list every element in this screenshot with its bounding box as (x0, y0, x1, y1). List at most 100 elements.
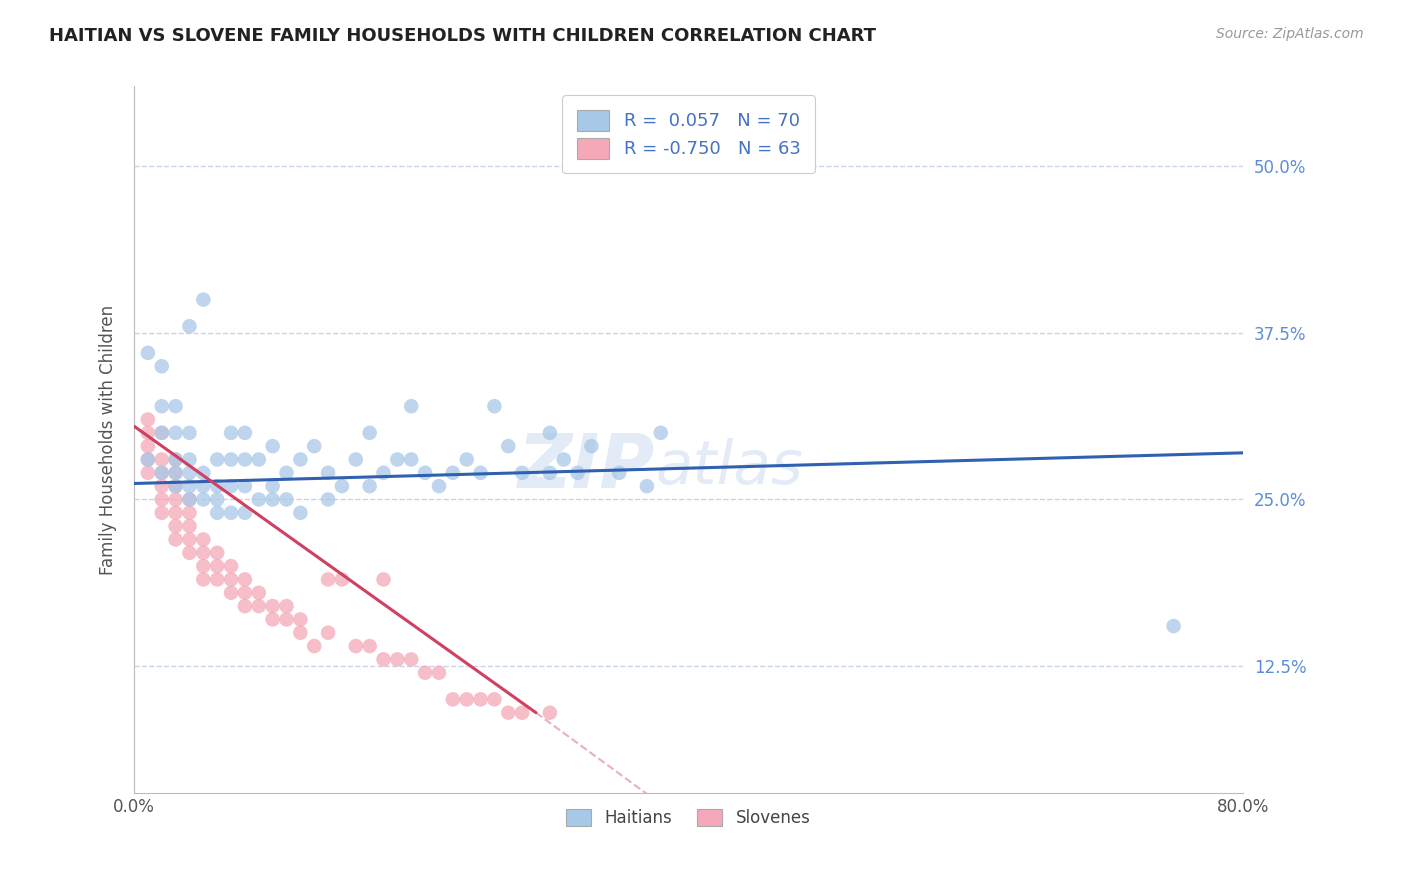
Point (262, 612, 284, 626)
Point (233, 573, 256, 587)
Point (387, 452, 409, 467)
Point (193, 293, 215, 307)
Point (165, 466, 187, 480)
Point (179, 425, 201, 440)
Point (441, 692, 464, 706)
Point (233, 506, 256, 520)
Point (650, 425, 672, 440)
Point (484, 692, 506, 706)
Point (150, 506, 173, 520)
Point (441, 466, 464, 480)
Point (247, 492, 270, 507)
Point (150, 359, 173, 374)
Point (219, 479, 242, 493)
Point (302, 639, 325, 653)
Point (150, 466, 173, 480)
Point (413, 665, 436, 680)
Point (484, 399, 506, 413)
Text: HAITIAN VS SLOVENE FAMILY HOUSEHOLDS WITH CHILDREN CORRELATION CHART: HAITIAN VS SLOVENE FAMILY HOUSEHOLDS WIT… (49, 27, 876, 45)
Point (538, 466, 561, 480)
Point (165, 492, 187, 507)
Point (179, 466, 201, 480)
Point (262, 492, 284, 507)
Point (276, 466, 298, 480)
Point (316, 625, 339, 640)
Text: atlas: atlas (655, 438, 803, 497)
Point (247, 586, 270, 600)
Point (427, 479, 450, 493)
Point (219, 559, 242, 574)
Point (262, 439, 284, 453)
Point (427, 665, 450, 680)
Point (359, 479, 381, 493)
Point (290, 506, 312, 520)
Text: ZIP: ZIP (517, 431, 655, 504)
Point (179, 492, 201, 507)
Point (276, 612, 298, 626)
Point (373, 466, 395, 480)
Point (193, 546, 215, 560)
Point (316, 573, 339, 587)
Point (205, 573, 228, 587)
Point (344, 639, 367, 653)
Point (219, 586, 242, 600)
Point (233, 452, 256, 467)
Point (179, 506, 201, 520)
Point (136, 452, 159, 467)
Point (456, 452, 478, 467)
Y-axis label: Family Households with Children: Family Households with Children (100, 304, 117, 574)
Text: Source: ZipAtlas.com: Source: ZipAtlas.com (1216, 27, 1364, 41)
Point (607, 466, 630, 480)
Point (136, 346, 159, 360)
Point (399, 652, 422, 666)
Point (247, 599, 270, 613)
Point (498, 706, 520, 720)
Point (262, 479, 284, 493)
Point (193, 559, 215, 574)
Point (150, 492, 173, 507)
Point (359, 639, 381, 653)
Point (193, 466, 215, 480)
Point (373, 652, 395, 666)
Point (456, 692, 478, 706)
Point (136, 425, 159, 440)
Point (290, 612, 312, 626)
Point (205, 479, 228, 493)
Point (165, 452, 187, 467)
Point (470, 692, 492, 706)
Point (136, 412, 159, 426)
Point (399, 399, 422, 413)
Point (233, 586, 256, 600)
Point (233, 425, 256, 440)
Point (276, 599, 298, 613)
Point (344, 452, 367, 467)
Point (233, 599, 256, 613)
Point (316, 492, 339, 507)
Point (165, 425, 187, 440)
Point (165, 506, 187, 520)
Point (205, 506, 228, 520)
Point (233, 479, 256, 493)
Point (165, 399, 187, 413)
Point (193, 492, 215, 507)
Point (538, 706, 561, 720)
Point (205, 452, 228, 467)
Point (498, 439, 520, 453)
Point (150, 479, 173, 493)
Point (219, 506, 242, 520)
Point (193, 533, 215, 547)
Point (553, 452, 575, 467)
Point (179, 319, 201, 334)
Point (193, 573, 215, 587)
Point (219, 425, 242, 440)
Point (1163, 619, 1185, 633)
Point (316, 466, 339, 480)
Point (219, 452, 242, 467)
Legend: Haitians, Slovenes: Haitians, Slovenes (560, 802, 817, 834)
Point (150, 425, 173, 440)
Point (165, 466, 187, 480)
Point (150, 399, 173, 413)
Point (165, 533, 187, 547)
Point (413, 466, 436, 480)
Point (581, 439, 603, 453)
